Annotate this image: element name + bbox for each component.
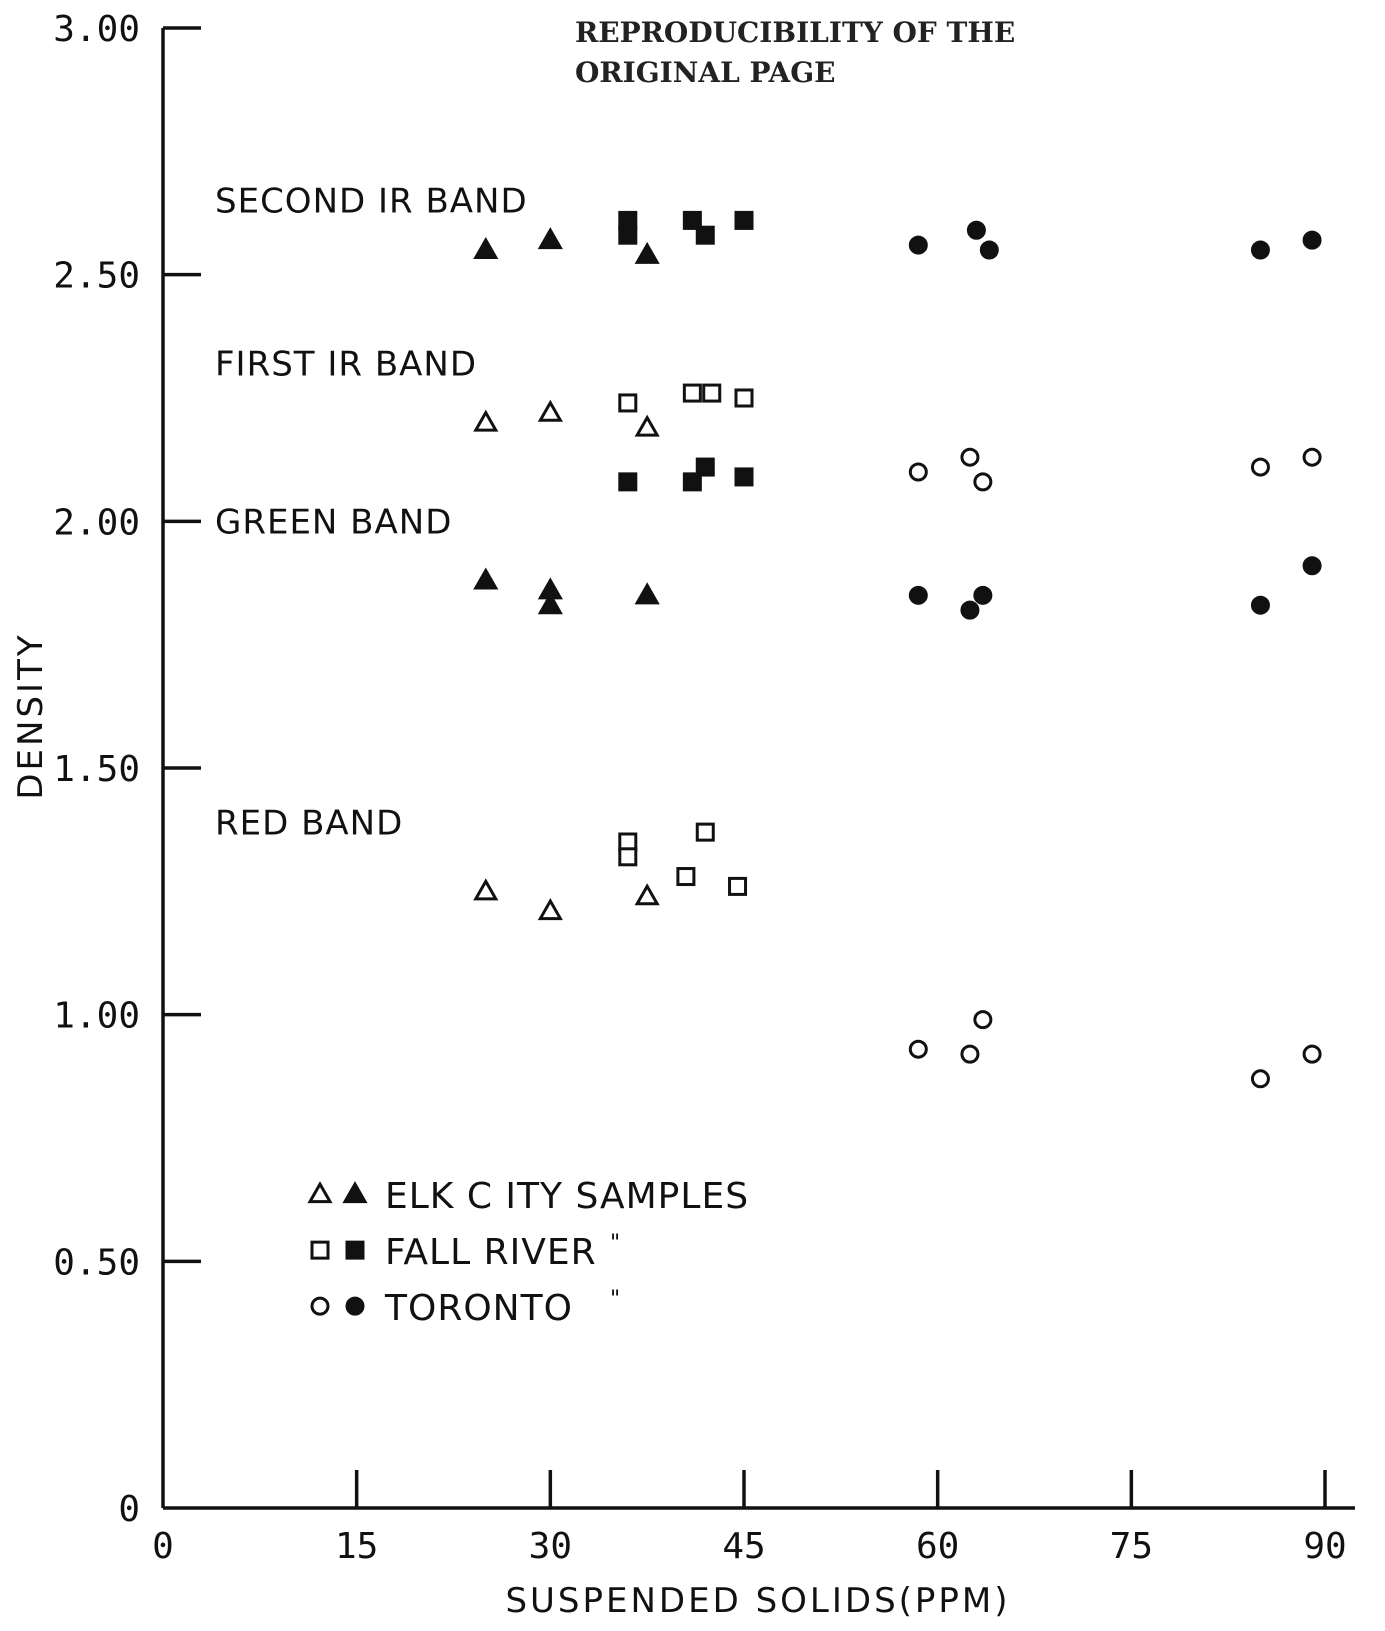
data-point — [908, 235, 928, 255]
legend-symbol-open — [310, 1296, 330, 1316]
legend-symbol-filled — [345, 1296, 365, 1316]
legend-symbol-filled — [342, 1181, 368, 1204]
y-tick-label: 2.50 — [53, 256, 140, 297]
data-point — [960, 1044, 980, 1064]
stamp-line-1: REPRODUCIBILITY OF THE — [575, 16, 1015, 49]
data-point — [537, 592, 563, 615]
x-axis-title: SUSPENDED SOLIDS(PPM) — [505, 1581, 1010, 1621]
data-point — [734, 210, 754, 230]
data-point — [734, 388, 754, 408]
data-point — [973, 472, 993, 492]
data-point — [537, 399, 563, 422]
data-point — [695, 822, 715, 842]
data-point — [908, 585, 928, 605]
data-point — [537, 227, 563, 250]
legend-ditto-mark: " — [610, 1287, 621, 1312]
data-point — [676, 867, 696, 887]
x-tick-label: 75 — [1110, 1526, 1153, 1567]
data-point — [1302, 556, 1322, 576]
band-labels: SECOND IR BAND FIRST IR BAND GREEN BAND RED… — [215, 182, 528, 844]
legend-symbol-filled — [345, 1240, 365, 1260]
band-label: GREEN BAND — [215, 502, 452, 542]
data-point — [682, 210, 702, 230]
reproducibility-stamp: REPRODUCIBILITY OF THE ORIGINAL PAGE — [575, 16, 1015, 89]
y-tick-label: 0 — [118, 1489, 140, 1530]
data-point — [734, 467, 754, 487]
x-tick-label: 45 — [722, 1526, 765, 1567]
data-point — [473, 567, 499, 590]
data-point — [973, 585, 993, 605]
data-point — [634, 582, 660, 605]
data-point — [473, 878, 499, 901]
data-point — [966, 220, 986, 240]
legend-label: FALL RIVER — [385, 1232, 597, 1273]
data-point — [1250, 1069, 1270, 1089]
y-tick-label: 1.00 — [53, 996, 140, 1037]
legend-symbol-open — [310, 1240, 330, 1260]
data-point — [682, 472, 702, 492]
data-point — [1250, 457, 1270, 477]
y-axis-title: DENSITY — [11, 632, 51, 799]
band-label: SECOND IR BAND — [215, 182, 528, 222]
data-point — [618, 225, 638, 245]
stamp-line-2: ORIGINAL PAGE — [575, 56, 836, 89]
data-point — [702, 383, 722, 403]
data-point — [695, 457, 715, 477]
data-point — [960, 600, 980, 620]
data-point — [473, 236, 499, 259]
legend-symbol-open — [307, 1181, 333, 1204]
y-tick-label: 0.50 — [53, 1242, 140, 1283]
y-ticks: 0 0.50 1.00 1.50 2.00 2.50 3.00 — [53, 9, 201, 1530]
band-label: RED BAND — [215, 803, 403, 843]
x-tick-label: 15 — [335, 1526, 378, 1567]
data-point — [618, 847, 638, 867]
data-point — [1302, 230, 1322, 250]
data-point — [728, 876, 748, 896]
legend-label: TORONTO — [384, 1288, 573, 1329]
data-point — [1250, 240, 1270, 260]
data-point — [618, 472, 638, 492]
data-point — [1250, 595, 1270, 615]
x-tick-label: 0 — [152, 1526, 174, 1567]
data-point — [960, 447, 980, 467]
data-point — [537, 898, 563, 921]
data-point — [682, 383, 702, 403]
data-point — [473, 409, 499, 432]
axes: 0 0.50 1.00 1.50 2.00 2.50 3.00 0 15 30 45 60 75 90 — [53, 9, 1355, 1567]
legend: ELK C ITY SAMPLES FALL RIVER " TORONTO " — [307, 1176, 749, 1329]
data-point — [618, 393, 638, 413]
x-tick-label: 60 — [916, 1526, 959, 1567]
data-point — [908, 462, 928, 482]
data-point — [1302, 447, 1322, 467]
legend-label: ELK C ITY SAMPLES — [385, 1176, 749, 1217]
data-point — [1302, 1044, 1322, 1064]
x-ticks: 0 15 30 45 60 75 90 — [152, 1470, 1347, 1567]
data-point — [695, 225, 715, 245]
band-label: FIRST IR BAND — [215, 344, 477, 384]
data-point — [973, 1010, 993, 1030]
data-points — [473, 210, 1322, 1089]
data-point — [634, 883, 660, 906]
y-tick-label: 3.00 — [53, 9, 140, 50]
data-point — [634, 241, 660, 264]
data-point — [634, 414, 660, 437]
data-point — [979, 240, 999, 260]
y-tick-label: 1.50 — [53, 749, 140, 790]
x-tick-label: 90 — [1303, 1526, 1346, 1567]
y-tick-label: 2.00 — [53, 502, 140, 543]
x-tick-label: 30 — [529, 1526, 572, 1567]
legend-ditto-mark: " — [610, 1231, 621, 1256]
data-point — [908, 1039, 928, 1059]
